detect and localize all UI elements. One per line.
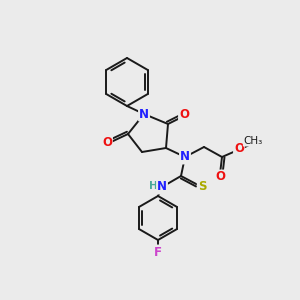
Text: F: F — [154, 245, 162, 259]
Text: N: N — [157, 181, 167, 194]
Text: O: O — [179, 109, 189, 122]
Text: CH₃: CH₃ — [243, 136, 262, 146]
Text: N: N — [139, 107, 149, 121]
Text: O: O — [102, 136, 112, 148]
Text: N: N — [180, 151, 190, 164]
Text: O: O — [234, 142, 244, 155]
Text: O: O — [215, 170, 225, 184]
Text: S: S — [198, 179, 206, 193]
Text: H: H — [148, 181, 158, 191]
